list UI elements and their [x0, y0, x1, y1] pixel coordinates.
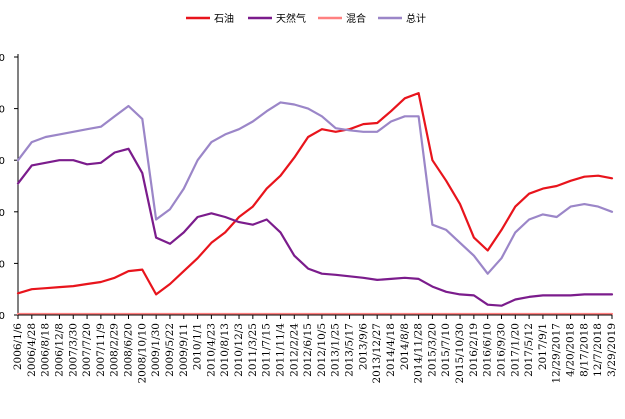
x-tick-label-34: 2016/6/10 [482, 323, 494, 377]
x-tick-label-38: 2017/9/1 [537, 323, 549, 370]
x-tick-label-16: 2010/12/3 [233, 323, 245, 377]
x-tick-label-29: 2014/11/28 [413, 323, 425, 384]
x-tick-label-9: 2008/10/10 [136, 323, 148, 384]
x-tick-label-20: 2012/2/24 [288, 323, 300, 377]
x-tick-label-22: 2012/10/5 [316, 323, 328, 377]
x-tick-label-33: 2016/2/19 [468, 323, 480, 377]
x-tick-label-27: 2014/4/18 [385, 323, 397, 377]
legend-label-1: 天然气 [276, 12, 306, 25]
x-tick-label-42: 12/7/2018 [592, 323, 604, 377]
x-tick-label-19: 2011/11/4 [274, 323, 286, 377]
y-tick-label-0: 0 [0, 311, 5, 322]
x-tick-label-25: 2013/9/6 [357, 323, 369, 370]
x-tick-label-11: 2009/5/22 [164, 323, 176, 377]
legend-label-3: 总计 [406, 12, 426, 25]
y-tick-label-4: 0 [0, 105, 5, 116]
x-tick-label-12: 2009/9/11 [178, 323, 190, 377]
legend-label-0: 石油 [214, 12, 234, 25]
y-tick-label-3: 0 [0, 156, 5, 167]
legend-label-2: 混合 [346, 12, 366, 25]
x-tick-label-13: 2010/1/1 [192, 323, 204, 370]
plot-area [16, 91, 614, 316]
y-axis: 0 0 0 0 0 0 [0, 53, 19, 322]
x-tick-label-35: 2016/9/30 [495, 323, 507, 377]
legend: 石油 天然气 混合 总计 [186, 12, 426, 25]
x-tick-label-4: 2007/3/30 [67, 323, 79, 377]
x-tick-label-7: 2008/2/29 [109, 323, 121, 377]
x-tick-label-23: 2013/1/25 [330, 323, 342, 377]
x-tick-label-3: 2006/12/8 [53, 323, 65, 377]
x-tick-label-10: 2009/1/30 [150, 323, 162, 377]
x-tick-label-17: 2011/3/25 [247, 323, 259, 377]
y-tick-label-2: 0 [0, 208, 5, 219]
series-line-3 [16, 101, 614, 275]
x-tick-label-40: 4/20/2018 [565, 323, 577, 377]
x-tick-label-41: 8/17/2018 [578, 323, 590, 377]
x-tick-label-31: 2015/7/10 [440, 323, 452, 377]
x-tick-label-43: 3/29/2019 [606, 323, 618, 377]
y-tick-label-5: 0 [0, 53, 5, 64]
series-line-0 [16, 91, 614, 296]
x-tick-label-14: 2010/4/23 [205, 323, 217, 377]
x-tick-label-21: 2012/6/15 [302, 323, 314, 377]
x-tick-label-18: 2011/7/15 [261, 323, 273, 377]
x-tick-label-2: 2006/8/18 [40, 323, 52, 377]
x-tick-label-24: 2013/5/17 [344, 323, 356, 377]
x-tick-label-30: 2015/3/20 [426, 323, 438, 377]
x-tick-label-26: 2013/12/27 [371, 323, 383, 384]
x-tick-label-6: 2007/11/9 [95, 323, 107, 377]
y-tick-label-1: 0 [0, 259, 5, 270]
series-line-1 [16, 147, 614, 307]
x-tick-label-5: 2007/7/20 [81, 323, 93, 377]
x-tick-label-39: 12/29/2017 [551, 323, 563, 384]
x-tick-label-8: 2008/6/20 [123, 323, 135, 377]
x-tick-label-32: 2015/10/30 [454, 323, 466, 384]
x-axis: 2006/1/6 2006/4/28 2006/8/18 2006/12/8 2007/… [12, 314, 618, 384]
x-tick-label-1: 2006/4/28 [26, 323, 38, 377]
x-tick-label-0: 2006/1/6 [12, 323, 24, 370]
x-tick-label-36: 2017/1/20 [509, 323, 521, 377]
x-tick-label-37: 2017/5/12 [523, 323, 535, 377]
x-tick-label-15: 2010/8/13 [219, 323, 231, 377]
x-tick-label-28: 2014/8/8 [399, 323, 411, 370]
